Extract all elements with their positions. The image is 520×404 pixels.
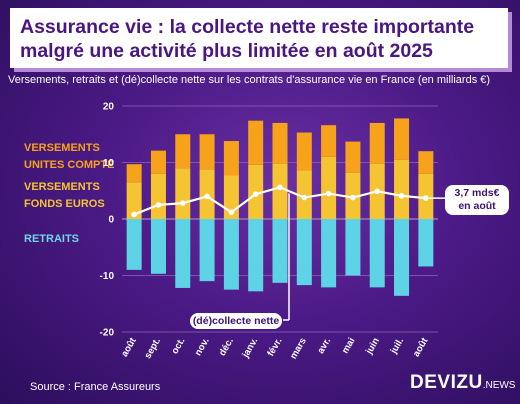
y-tick-label: -10	[100, 271, 115, 282]
x-tick-label: juin	[363, 336, 382, 357]
collecte-nette-point	[350, 194, 356, 201]
bar-retraits	[248, 219, 264, 292]
bar-fonds-euros	[175, 168, 191, 219]
x-tick-label: juil.	[388, 336, 406, 357]
brand-name: DEVIZU	[410, 372, 483, 393]
brand-logo: DEVIZU.NEWS	[410, 372, 515, 394]
bar-unites-compte	[272, 122, 288, 164]
bar-unites-compte	[369, 122, 385, 164]
bar-unites-compte	[175, 134, 191, 169]
collecte-nette-point	[131, 211, 137, 218]
collecte-nette-point	[228, 209, 235, 216]
legend-unites-compte-line1: VERSEMENTS	[24, 142, 100, 154]
y-tick-label: 10	[103, 158, 115, 169]
collecte-nette-label: (dé)collecte nette	[190, 313, 282, 329]
y-tick-label: 0	[108, 215, 114, 226]
legend-fonds-euros-line1: VERSEMENTS	[24, 181, 100, 193]
x-tick-label: janv.	[240, 336, 261, 361]
bar-unites-compte	[345, 141, 361, 173]
x-tick-label: mai	[340, 336, 358, 356]
bar-retraits	[150, 219, 166, 274]
bar-retraits	[418, 219, 434, 267]
legend-unites-compte: VERSEMENTS UNITES COMPTE	[24, 140, 114, 174]
bar-unites-compte	[296, 132, 312, 171]
x-tick-label: oct.	[169, 336, 187, 356]
bar-fonds-euros	[126, 182, 142, 219]
legend-fonds-euros-line2: FONDS EUROS	[24, 198, 105, 210]
brand-suffix: .NEWS	[482, 380, 516, 391]
callout-august: 3,7 mds€ en août	[445, 185, 509, 215]
bar-retraits	[223, 219, 239, 290]
bar-unites-compte	[394, 118, 410, 160]
bar-fonds-euros	[150, 173, 166, 219]
x-tick-label: août	[411, 335, 431, 359]
collecte-nette-point	[423, 195, 429, 201]
x-tick-label: août	[119, 335, 139, 359]
bar-unites-compte	[321, 125, 337, 157]
bar-retraits	[199, 219, 215, 282]
bar-retraits	[394, 219, 410, 296]
legend-unites-compte-line2: UNITES COMPTE	[24, 159, 115, 171]
bar-retraits	[321, 219, 337, 288]
y-tick-label: 20	[103, 102, 115, 113]
collecte-nette-point	[252, 191, 259, 197]
bar-unites-compte	[199, 134, 215, 170]
bar-fonds-euros	[321, 156, 337, 219]
bar-unites-compte	[223, 141, 239, 176]
title-line-2: malgré une activité plus limitée en août…	[20, 40, 433, 62]
bar-unites-compte	[418, 151, 434, 174]
legend-retraits: RETRAITS	[24, 233, 79, 245]
callout-period: en août	[458, 200, 496, 212]
title-line-1: Assurance vie : la collecte nette reste …	[20, 16, 475, 38]
bar-unites-compte	[150, 150, 166, 174]
collecte-nette-point	[204, 193, 210, 200]
x-tick-label: févr.	[265, 336, 284, 358]
collecte-nette-point	[301, 194, 308, 201]
title-box: Assurance vie : la collecte nette reste …	[10, 8, 508, 68]
x-tick-label: sept.	[142, 336, 163, 361]
callout-value: 3,7 mds€	[454, 187, 500, 199]
bar-retraits	[126, 219, 142, 270]
bar-retraits	[175, 219, 191, 288]
collecte-nette-point	[155, 202, 162, 208]
x-tick-label: avr.	[315, 336, 333, 356]
collecte-nette-point	[398, 193, 405, 199]
bar-unites-compte	[126, 164, 142, 183]
bar-retraits	[369, 219, 385, 288]
bar-fonds-euros	[394, 159, 410, 219]
subtitle: Versements, retraits et (dé)collecte net…	[8, 74, 491, 86]
y-tick-label: -20	[100, 328, 115, 339]
legend-fonds-euros: VERSEMENTS FONDS EUROS	[24, 179, 105, 213]
bar-retraits	[345, 219, 361, 276]
x-tick-label: nov.	[193, 336, 212, 358]
bar-retraits	[296, 219, 312, 286]
collecte-nette-point	[179, 200, 186, 206]
collecte-nette-point	[374, 188, 381, 195]
x-tick-label: mars	[288, 336, 309, 361]
bar-fonds-euros	[296, 170, 312, 219]
bar-fonds-euros	[272, 163, 288, 219]
bar-retraits	[272, 219, 288, 283]
source-note: Source : France Assureurs	[30, 381, 161, 393]
x-tick-label: déc.	[217, 336, 236, 358]
collecte-nette-point	[325, 190, 332, 197]
collecte-nette-point	[277, 184, 283, 191]
bar-unites-compte	[248, 120, 264, 165]
